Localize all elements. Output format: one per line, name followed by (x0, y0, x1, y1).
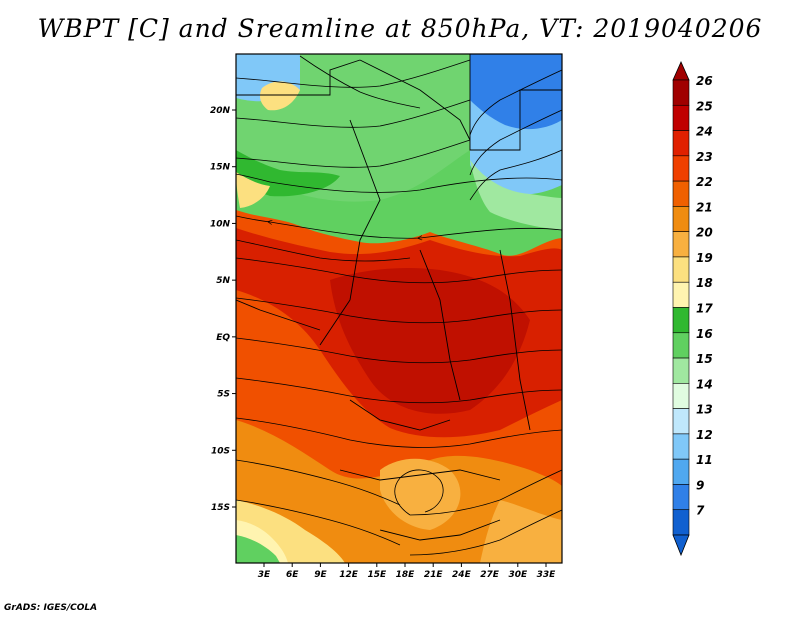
wbpt-shading (236, 54, 562, 563)
colorbar-swatch (672, 130, 690, 157)
latitude-axis: 20N 15N 10N 5N EQ 5S 10S 15S (210, 106, 236, 513)
colorbar-swatch (672, 281, 690, 308)
lon-tick-label: 15E (367, 570, 387, 580)
colorbar-swatch (672, 357, 690, 384)
colorbar-label: 23 (696, 150, 713, 164)
lon-tick-label: 27E (480, 570, 500, 580)
colorbar-swatch (672, 433, 690, 460)
lon-tick-label: 12E (339, 570, 359, 580)
colorbar-label: 18 (696, 276, 713, 290)
colorbar-label: 20 (696, 226, 713, 240)
lon-tick-label: 30E (508, 570, 528, 580)
lon-tick-label: 18E (396, 570, 416, 580)
lat-tick-label: 15N (210, 163, 231, 173)
colorbar-label: 14 (696, 377, 713, 391)
lon-tick-label: 6E (286, 570, 299, 580)
lat-tick-label: 15S (211, 503, 230, 513)
colorbar-swatch (672, 104, 690, 131)
colorbar-label: 26 (696, 74, 713, 88)
colorbar-label: 25 (696, 99, 713, 113)
colorbar-label: 7 (696, 504, 705, 518)
colorbar-top-arrow (672, 61, 690, 81)
colorbar-swatch (672, 79, 690, 106)
colorbar-label: 21 (696, 200, 713, 214)
colorbar-label: 11 (696, 453, 713, 467)
colorbar-swatch (672, 231, 690, 258)
colorbar-label: 15 (696, 352, 713, 366)
lon-tick-label: 9E (314, 570, 327, 580)
colorbar-swatch (672, 383, 690, 409)
lon-tick-label: 3E (258, 570, 271, 580)
country-boundaries (236, 54, 562, 541)
lat-tick-label: EQ (216, 333, 230, 343)
colorbar-bottom-arrow (672, 534, 690, 557)
colorbar-label: 19 (696, 251, 713, 265)
map-title: WBPT [C] and Sreamline at 850hPa, VT: 20… (37, 14, 763, 43)
map-frame (235, 53, 563, 564)
lat-tick-label: 10N (210, 219, 231, 229)
lon-tick-label: 21E (424, 570, 444, 580)
colorbar-label: 17 (696, 302, 713, 316)
colorbar-swatch (672, 206, 690, 232)
lat-tick-label: 5S (217, 390, 230, 400)
grads-credit: GrADS: IGES/COLA (4, 603, 98, 613)
colorbar-swatch (672, 332, 690, 359)
lat-tick-label: 5N (216, 276, 230, 286)
lon-tick-label: 33E (537, 570, 557, 580)
colorbar-label: 9 (696, 478, 704, 492)
colorbar-label: 24 (696, 125, 713, 139)
longitude-axis: 3E 6E 9E 12E 15E 18E 21E 24E 27E 30E 33E (258, 563, 556, 580)
colorbar-swatch (672, 458, 690, 485)
colorbar-label: 16 (696, 327, 713, 341)
colorbar-swatch (672, 307, 690, 334)
colorbar-label: 22 (696, 175, 713, 189)
colorbar-swatch (672, 408, 690, 435)
colorbar-swatch (672, 180, 690, 207)
lon-tick-label: 24E (452, 570, 472, 580)
streamlines (236, 55, 562, 556)
colorbar-swatch (672, 155, 690, 182)
colorbar: 26 25 24 23 22 21 20 19 18 17 16 15 14 13 12 11 9 7 (672, 61, 713, 557)
colorbar-swatch (672, 509, 690, 536)
colorbar-label: 13 (696, 403, 713, 417)
colorbar-swatch (672, 256, 690, 283)
colorbar-label: 12 (696, 428, 713, 442)
lat-tick-label: 10S (211, 446, 230, 456)
colorbar-swatch (672, 484, 690, 511)
lat-tick-label: 20N (210, 106, 231, 116)
